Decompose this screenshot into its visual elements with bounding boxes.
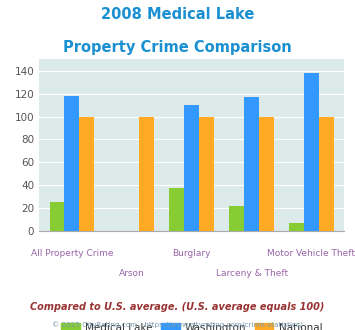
Text: Larceny & Theft: Larceny & Theft [215, 269, 288, 278]
Legend: Medical Lake, Washington, National: Medical Lake, Washington, National [57, 318, 327, 330]
Bar [65, 96, 80, 231]
Text: Motor Vehicle Theft: Motor Vehicle Theft [267, 249, 355, 258]
Bar [229, 206, 244, 231]
Bar [169, 187, 184, 231]
Bar [139, 116, 154, 231]
Text: All Property Crime: All Property Crime [31, 249, 113, 258]
Bar [289, 223, 304, 231]
Bar [199, 116, 214, 231]
Bar [184, 105, 199, 231]
Text: Property Crime Comparison: Property Crime Comparison [63, 40, 292, 54]
Text: © 2025 CityRating.com - https://www.cityrating.com/crime-statistics/: © 2025 CityRating.com - https://www.city… [53, 321, 302, 328]
Text: Burglary: Burglary [173, 249, 211, 258]
Bar [80, 116, 94, 231]
Bar [244, 97, 259, 231]
Bar [259, 116, 274, 231]
Text: Arson: Arson [119, 269, 145, 278]
Text: Compared to U.S. average. (U.S. average equals 100): Compared to U.S. average. (U.S. average … [30, 302, 325, 312]
Text: 2008 Medical Lake: 2008 Medical Lake [101, 7, 254, 21]
Bar [319, 116, 334, 231]
Bar [304, 73, 319, 231]
Bar [50, 202, 65, 231]
